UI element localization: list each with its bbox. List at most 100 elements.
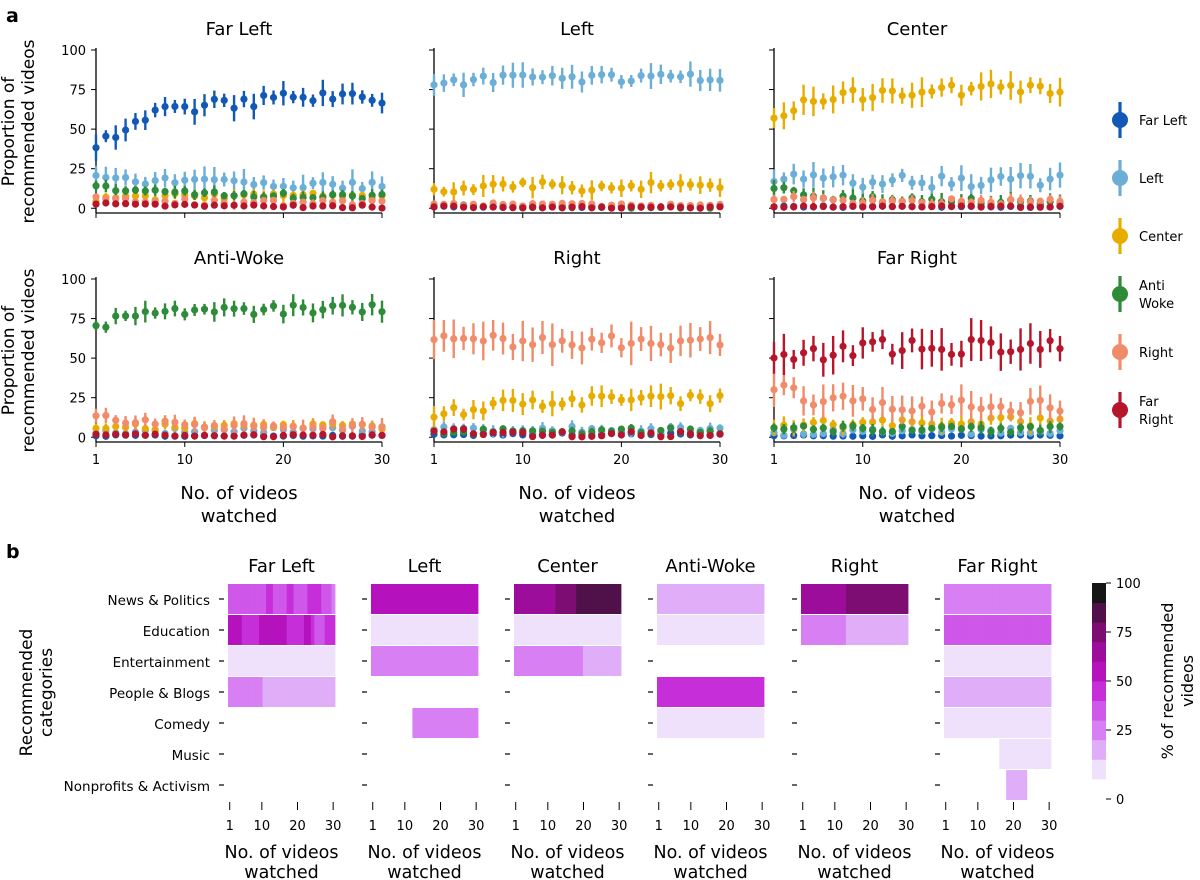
data-point [676, 337, 685, 345]
data-point [210, 95, 218, 103]
heatmap-cell [866, 584, 871, 614]
data-point [696, 204, 704, 212]
data-point [181, 195, 189, 203]
data-point [647, 429, 655, 437]
heatmap-cell [562, 646, 567, 676]
heatmap-cell [691, 584, 696, 614]
heatmap-cell [408, 584, 413, 614]
data-point [378, 423, 386, 431]
data-point [191, 432, 199, 440]
heatmap-cell [467, 615, 472, 645]
data-point [568, 395, 576, 403]
heatmap-cell [303, 615, 308, 645]
x-tick-label: 20 [275, 453, 292, 468]
data-point [667, 424, 675, 432]
data-point [1007, 81, 1015, 90]
heatmap-cell [286, 677, 291, 707]
data-point [997, 424, 1005, 432]
data-point [112, 187, 120, 195]
heatmap-cell [866, 615, 871, 645]
heatmap-cell [1016, 770, 1021, 800]
heatmap-cell [286, 615, 291, 645]
heatmap-cell [1013, 584, 1017, 614]
data-point [1036, 345, 1044, 353]
heatmap-cell [698, 615, 703, 645]
heatmap-cell [596, 646, 601, 676]
y-tick-label: 100 [61, 273, 86, 288]
heatmap-cell [1002, 615, 1007, 645]
y-tick-label: 25 [69, 392, 86, 407]
data-point [878, 427, 887, 435]
heatmap-cell [388, 646, 393, 676]
data-point [1036, 414, 1044, 422]
legend-marker [1112, 344, 1128, 360]
data-point [450, 76, 458, 84]
data-point [888, 422, 896, 430]
heatmap-cell [381, 646, 386, 676]
colorbar-segment [1092, 681, 1106, 701]
subplot-far-right: Far Right 1 10 20 30 No. of videos watched [769, 248, 1068, 527]
heatmap-cell [371, 615, 375, 645]
series-far-right [92, 199, 386, 212]
data-point [696, 392, 704, 401]
data-point [977, 432, 985, 440]
heatmap-cell [283, 615, 288, 645]
heatmap-cell [961, 584, 966, 614]
data-point [499, 334, 507, 343]
data-point [839, 392, 847, 400]
data-point [279, 189, 287, 197]
heatmap-cell [464, 646, 469, 676]
heatmap-cell [981, 677, 986, 707]
subplot-title: Center [887, 19, 948, 40]
data-point [706, 203, 714, 211]
data-point [299, 184, 307, 192]
heatmap-cell [603, 615, 608, 645]
data-point [598, 392, 606, 400]
y-tick-label: 0 [78, 431, 86, 446]
heatmap-cell [842, 584, 847, 614]
y-tick-label: 50 [69, 352, 86, 367]
data-point [210, 421, 218, 430]
heatmap-cell [377, 615, 382, 645]
data-point [489, 331, 497, 339]
heatmap-cell [1026, 615, 1031, 645]
data-point [121, 431, 130, 439]
heatmap-cell [950, 677, 955, 707]
heatmap-cell [259, 584, 263, 614]
data-point [450, 403, 458, 412]
heatmap-cell [708, 677, 713, 707]
heatmap-cell [579, 615, 584, 645]
data-point [686, 430, 695, 438]
data-point [918, 345, 926, 353]
data-point [780, 425, 788, 433]
heatmap-cell [968, 708, 973, 738]
colorbar-segment [1092, 700, 1106, 721]
y-tick-label: 0 [78, 202, 86, 217]
heatmap-cell [694, 708, 699, 738]
heatmap-cell [290, 677, 294, 707]
data-point [839, 171, 847, 179]
heatmap-cell [753, 708, 758, 738]
data-point [299, 203, 307, 212]
data-point [780, 195, 788, 203]
data-point [260, 433, 268, 441]
heatmap-cell [1037, 677, 1042, 707]
data-point [289, 194, 297, 202]
heatmap-cell [705, 677, 710, 707]
heatmap-cell [436, 646, 441, 676]
data-point [499, 428, 507, 437]
data-point [568, 433, 576, 441]
data-point [558, 428, 566, 436]
data-point [112, 195, 120, 203]
subplot-anti-woke: Anti-Woke 0 25 50 75 100 1 10 20 30 Proportion ofr… [0, 248, 390, 527]
heatmap-cell [436, 584, 441, 614]
data-point [538, 178, 547, 186]
data-point [141, 308, 149, 316]
data-point [967, 183, 975, 191]
data-point [898, 202, 906, 210]
data-point [191, 175, 199, 183]
heatmap-cell [450, 708, 455, 738]
data-point [440, 410, 448, 418]
heatmap-cell [377, 584, 382, 614]
heatmap-cell [1044, 615, 1048, 645]
